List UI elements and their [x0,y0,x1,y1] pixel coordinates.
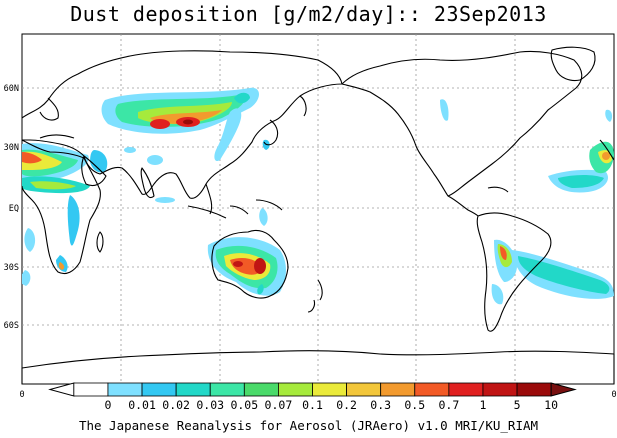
colorbar-box [482,382,518,397]
colorbar-box [209,382,245,397]
colorbar-box [73,382,109,397]
lat-label-30s: 30S [4,263,19,273]
colorbar-arrow-high [550,382,577,397]
colorbar-box [175,382,211,397]
map-title: Dust deposition [g/m2/day]:: 23Sep2013 [70,2,547,26]
colorbar-arrow-low [48,382,75,397]
dust-field [22,87,614,305]
gridlines [22,34,614,384]
colorbar-box [278,382,313,397]
colorbar-tick-label: 1 [479,398,486,412]
colorbar-tick-label: 10 [544,398,558,412]
colorbar-tick-label: 0 [104,398,111,412]
colorbar-tick-label: 0.7 [438,398,459,412]
colorbar-tick-label: 0.03 [196,398,224,412]
colorbar-box [346,382,382,397]
coastlines [21,46,615,384]
colorbar-tick-label: 0.5 [404,398,425,412]
lon-label-right: 0 [611,390,616,400]
lat-label-30n: 30N [4,143,19,153]
colorbar-box [107,382,143,397]
colorbar-tick-label: 0.05 [230,398,258,412]
lat-label-eq: EQ [9,204,19,214]
colorbar-tick-label: 0.01 [128,398,156,412]
colorbar [48,382,577,397]
lon-label-left: 0 [19,390,24,400]
lat-label-60n: 60N [4,84,19,94]
colorbar-box [243,382,279,397]
colorbar-tick-label: 0.1 [302,398,323,412]
colorbar-tick-label: 0.07 [265,398,293,412]
colorbar-box [141,382,177,397]
colorbar-box [312,382,347,397]
colorbar-box [516,382,552,397]
colorbar-tick-label: 5 [514,398,521,412]
colorbar-tick-label: 0.3 [370,398,391,412]
colorbar-labels: 0 0.01 0.02 0.03 0.05 0.07 0.1 0.2 0.3 0.5 0.7 1 5 10 [104,398,558,412]
credit-line: The Japanese Reanalysis for Aerosol (JRA… [78,418,539,433]
colorbar-box [414,382,450,397]
lat-label-60s: 60S [4,321,19,331]
colorbar-box [448,382,484,397]
colorbar-box [380,382,416,397]
colorbar-tick-label: 0.2 [336,398,357,412]
colorbar-tick-label: 0.02 [162,398,190,412]
